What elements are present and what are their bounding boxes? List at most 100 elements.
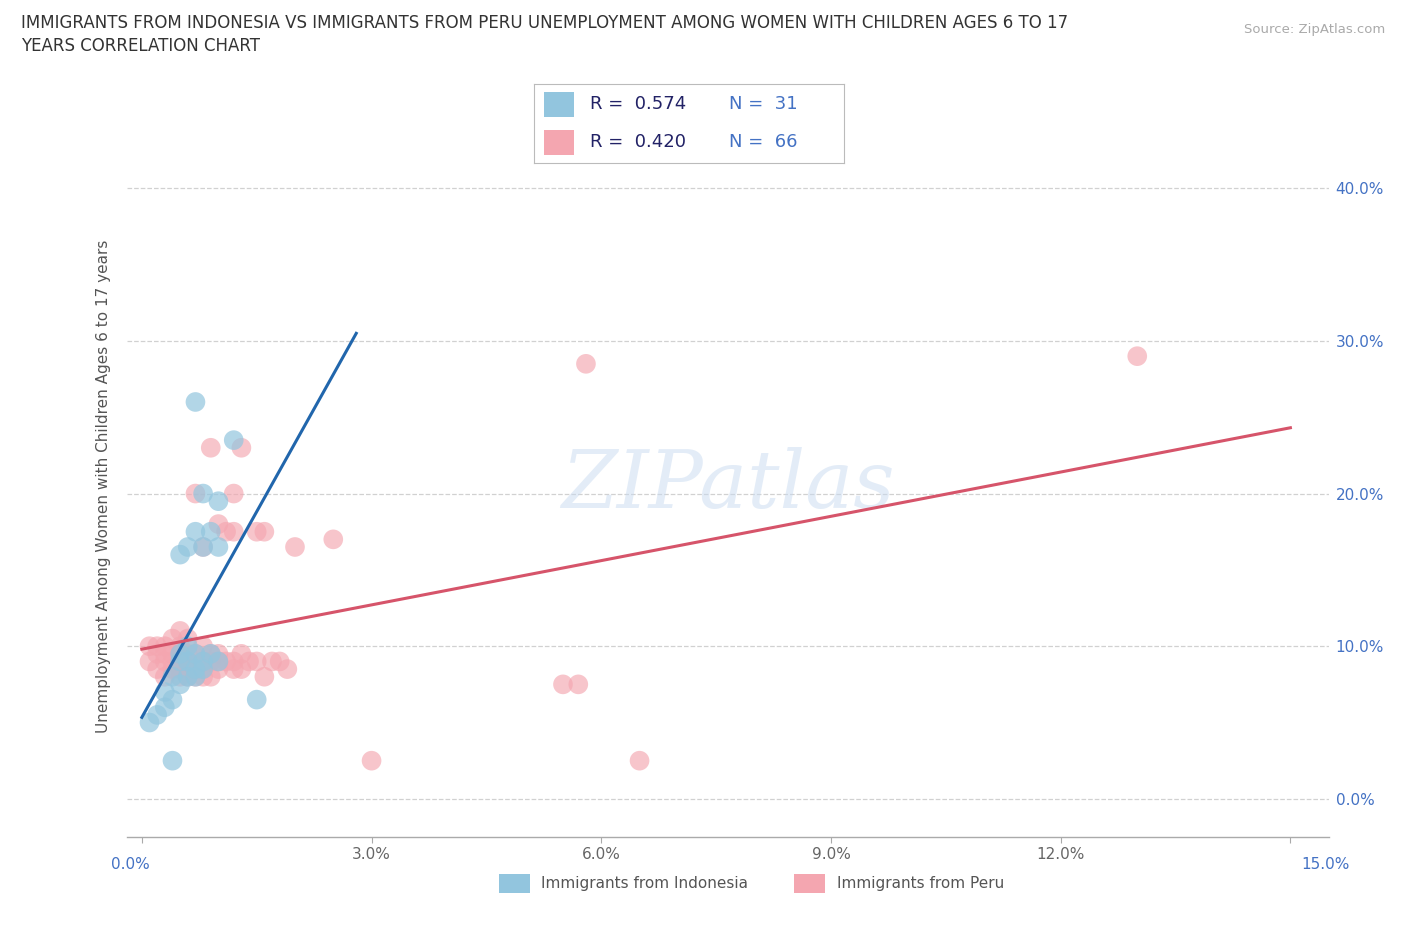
Point — [246, 525, 269, 539]
Point — [162, 631, 184, 646]
Point — [177, 646, 200, 661]
Text: R =  0.420: R = 0.420 — [591, 133, 686, 152]
Point — [567, 677, 589, 692]
Point — [169, 646, 191, 661]
Point — [551, 677, 574, 692]
Point — [146, 661, 169, 676]
Point — [207, 661, 229, 676]
Point — [177, 654, 200, 669]
Point — [200, 525, 222, 539]
Point — [191, 661, 214, 676]
Point — [169, 654, 191, 669]
Point — [200, 440, 222, 455]
Point — [184, 646, 207, 661]
Point — [153, 654, 176, 669]
Point — [153, 684, 176, 699]
Point — [207, 646, 229, 661]
Text: N =  66: N = 66 — [730, 133, 797, 152]
Point — [191, 639, 214, 654]
Point — [162, 646, 184, 661]
Point — [191, 654, 214, 669]
Point — [200, 654, 222, 669]
Point — [628, 753, 651, 768]
Text: Source: ZipAtlas.com: Source: ZipAtlas.com — [1244, 23, 1385, 36]
Point — [184, 661, 207, 676]
Point — [169, 654, 191, 669]
Point — [162, 654, 184, 669]
Point — [153, 670, 176, 684]
Point — [191, 539, 214, 554]
Point — [177, 539, 200, 554]
Text: IMMIGRANTS FROM INDONESIA VS IMMIGRANTS FROM PERU UNEMPLOYMENT AMONG WOMEN WITH : IMMIGRANTS FROM INDONESIA VS IMMIGRANTS … — [21, 14, 1069, 32]
Y-axis label: Unemployment Among Women with Children Ages 6 to 17 years: Unemployment Among Women with Children A… — [96, 239, 111, 733]
Point — [222, 525, 245, 539]
Point — [222, 486, 245, 501]
Point — [260, 654, 283, 669]
Text: Immigrants from Indonesia: Immigrants from Indonesia — [541, 876, 748, 891]
Point — [146, 708, 169, 723]
Point — [246, 654, 269, 669]
Point — [246, 692, 269, 707]
Point — [146, 639, 169, 654]
Point — [207, 654, 229, 669]
Point — [169, 547, 191, 562]
Point — [322, 532, 344, 547]
Point — [207, 494, 229, 509]
Point — [231, 661, 253, 676]
Point — [231, 440, 253, 455]
Point — [1126, 349, 1149, 364]
Point — [184, 670, 207, 684]
Point — [253, 525, 276, 539]
Point — [138, 639, 160, 654]
Point — [162, 670, 184, 684]
Point — [253, 670, 276, 684]
Text: Immigrants from Peru: Immigrants from Peru — [837, 876, 1004, 891]
Point — [222, 432, 245, 447]
Point — [146, 646, 169, 661]
Point — [184, 670, 207, 684]
Point — [177, 639, 200, 654]
Point — [177, 670, 200, 684]
Point — [269, 654, 291, 669]
Point — [191, 539, 214, 554]
Point — [138, 715, 160, 730]
Point — [191, 670, 214, 684]
Text: R =  0.574: R = 0.574 — [591, 95, 686, 113]
Text: 0.0%: 0.0% — [111, 857, 150, 872]
Point — [191, 654, 214, 669]
Point — [177, 631, 200, 646]
Point — [138, 654, 160, 669]
Point — [276, 661, 298, 676]
Point — [184, 646, 207, 661]
Point — [169, 639, 191, 654]
Point — [191, 486, 214, 501]
Text: YEARS CORRELATION CHART: YEARS CORRELATION CHART — [21, 37, 260, 55]
Point — [169, 646, 191, 661]
Point — [231, 646, 253, 661]
Point — [200, 646, 222, 661]
Point — [215, 654, 238, 669]
Point — [169, 677, 191, 692]
Text: 15.0%: 15.0% — [1302, 857, 1350, 872]
Point — [191, 661, 214, 676]
Point — [222, 654, 245, 669]
Text: N =  31: N = 31 — [730, 95, 797, 113]
Point — [177, 661, 200, 676]
Point — [200, 646, 222, 661]
Point — [238, 654, 260, 669]
Point — [207, 539, 229, 554]
Point — [169, 661, 191, 676]
Text: ZIPatlas: ZIPatlas — [561, 447, 894, 525]
Point — [284, 539, 307, 554]
Point — [153, 639, 176, 654]
Point — [162, 692, 184, 707]
Point — [200, 670, 222, 684]
Point — [184, 486, 207, 501]
Point — [184, 525, 207, 539]
Point — [177, 670, 200, 684]
Bar — [544, 129, 575, 155]
Point — [222, 661, 245, 676]
Point — [162, 661, 184, 676]
Bar — [544, 92, 575, 117]
Point — [177, 654, 200, 669]
